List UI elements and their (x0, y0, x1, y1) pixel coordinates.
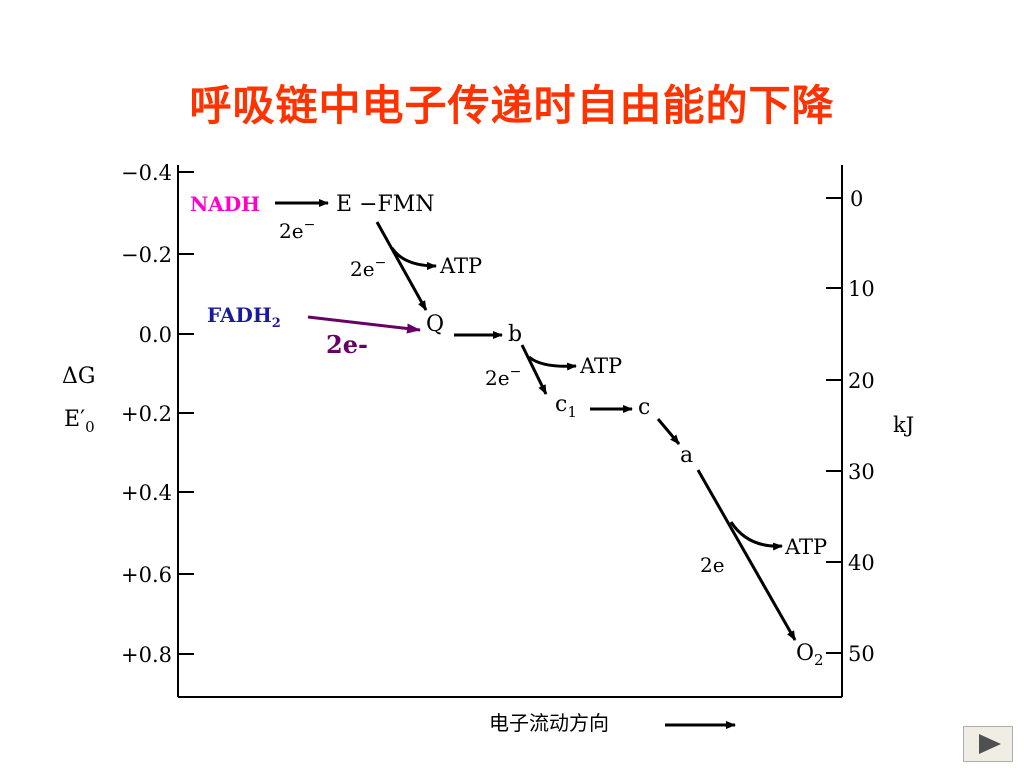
right-tick-label: 40 (848, 551, 875, 575)
atp-label: ATP (784, 535, 827, 559)
fadh2-arrow (307, 315, 421, 334)
fadh2-label: FADH2 (207, 303, 281, 331)
right-tick-label: 30 (848, 460, 875, 484)
next-slide-button[interactable] (963, 726, 1013, 762)
left-tick-label: 0.0 (139, 323, 172, 347)
left-tick-label: +0.4 (121, 481, 172, 505)
play-next-icon (979, 734, 1001, 754)
right-tick-label: 10 (848, 277, 875, 301)
o2-label: O2 (796, 641, 824, 669)
fadh2-electron-label: 2e- (326, 330, 368, 359)
slide-title: 呼吸链中电子传递时自由能的下降 (189, 81, 835, 130)
a-label: a (680, 443, 693, 468)
electron-label: 2e− (485, 364, 521, 390)
right-tick-label: 20 (848, 369, 875, 393)
q-label: Q (426, 312, 444, 337)
right-axis (826, 197, 842, 654)
nadh-label: NADH (190, 192, 260, 216)
electron-flow-arrows (275, 199, 797, 641)
left-tick-label: −0.2 (121, 243, 172, 267)
left-axis (178, 171, 194, 655)
left-tick-label: −0.4 (121, 161, 172, 185)
c-label: c (638, 395, 650, 420)
plot-frame (177, 165, 843, 698)
electron-label: 2e (700, 553, 725, 577)
atp-label: ATP (439, 254, 482, 278)
electron-label: 2e− (350, 255, 386, 281)
left-tick-label: +0.6 (121, 563, 172, 587)
flow-direction-label: 电子流动方向 (489, 711, 609, 735)
left-tick-label: +0.8 (121, 643, 172, 667)
e0-label: E′0 (64, 407, 95, 436)
c1-label: c1 (555, 392, 577, 421)
kj-unit-label: kJ (893, 413, 914, 437)
left-tick-label: +0.2 (121, 402, 172, 426)
right-tick-label: 0 (850, 187, 863, 211)
delta-g-label: ΔG (62, 364, 95, 389)
atp-label: ATP (579, 354, 622, 378)
electron-label: 2e− (279, 217, 315, 243)
efmn-label: E −FMN (336, 192, 435, 217)
right-tick-label: 50 (848, 642, 875, 666)
b-label: b (508, 322, 522, 347)
